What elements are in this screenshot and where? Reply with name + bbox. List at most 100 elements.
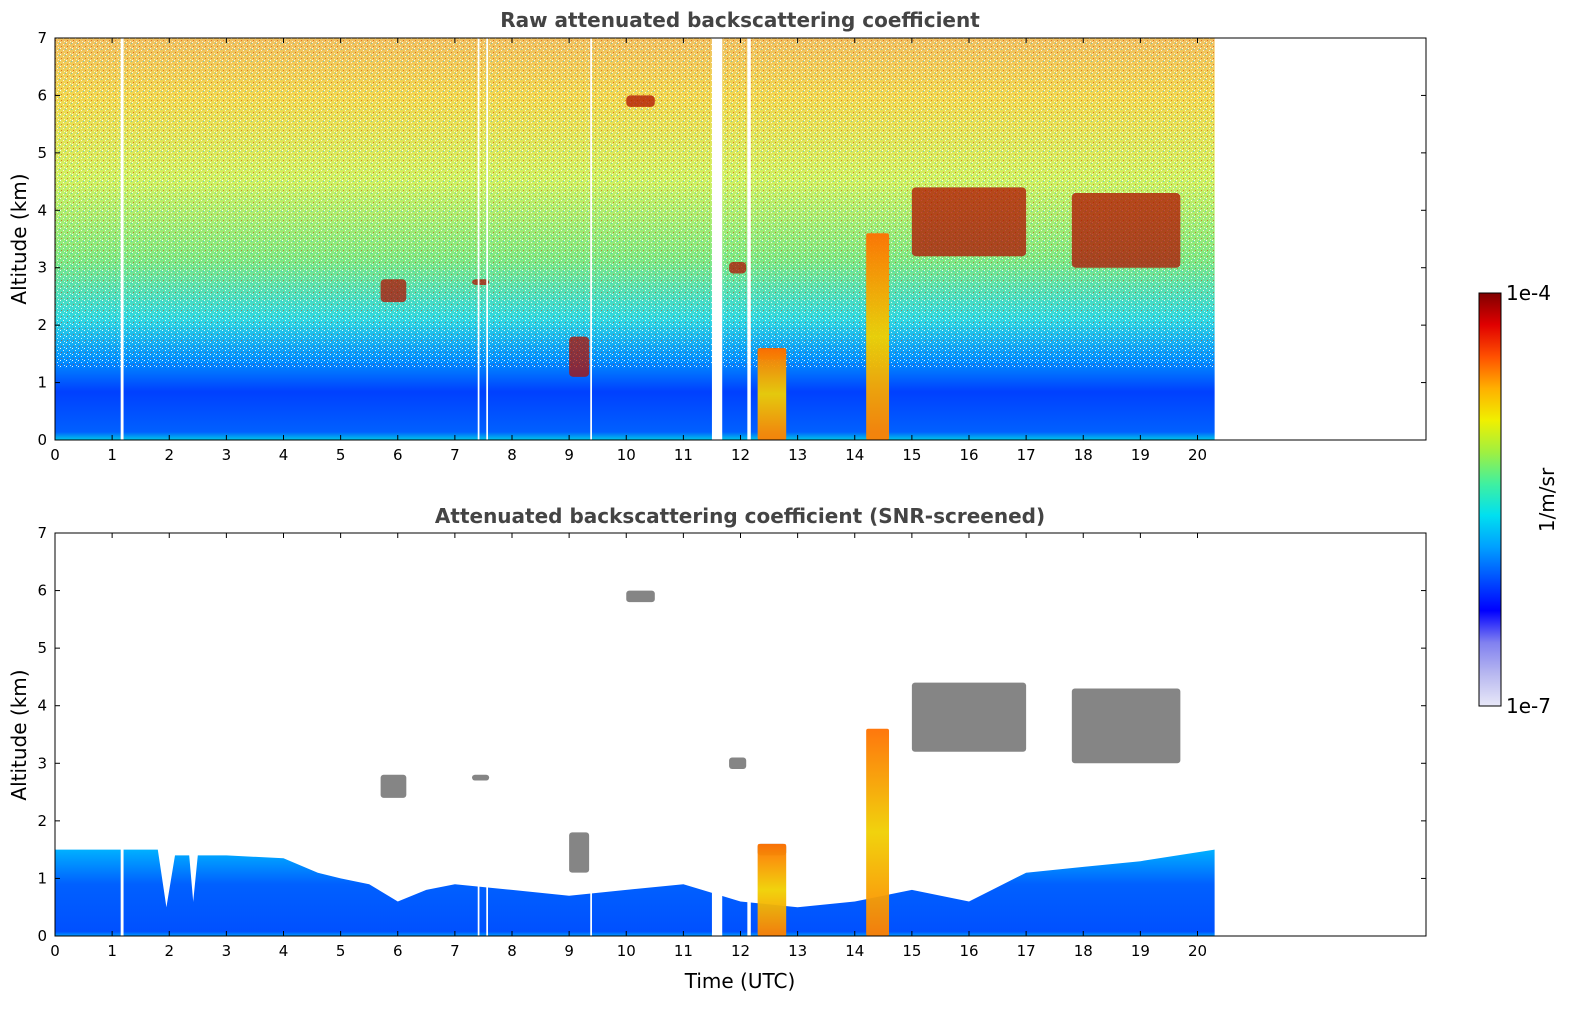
panel-raw-title: Raw attenuated backscattering coefficien… — [500, 8, 980, 32]
panel-raw-x-tick-label: 10 — [617, 446, 636, 464]
panel-raw-plot — [55, 38, 1215, 440]
data-gap — [120, 815, 124, 936]
panel-screened-y-label: Altitude (km) — [7, 669, 31, 800]
panel-screened-x-tick-label: 3 — [222, 942, 232, 960]
panel-screened-y-tick-label: 5 — [37, 639, 47, 657]
panel-screened-x-tick-label: 2 — [164, 942, 174, 960]
screened-cloud-feature — [911, 682, 1027, 752]
panel-raw-x-tick-label: 12 — [731, 446, 750, 464]
screened-cloud-feature — [569, 832, 590, 873]
panel-screened-x-tick-label: 12 — [731, 942, 750, 960]
screened-cloud-feature — [380, 774, 407, 798]
panel-screened-y-tick-label: 1 — [37, 869, 47, 887]
data-gap — [711, 815, 723, 936]
data-gap — [711, 38, 723, 440]
panel-raw-x-tick-label: 4 — [279, 446, 289, 464]
panel-screened-x-tick-label: 4 — [279, 942, 289, 960]
data-gap — [477, 38, 480, 440]
screened-cloud-feature — [866, 728, 890, 936]
panel-raw-x-axis: 0 1 2 3 4 5 6 7 8 9 10 11 12 13 14 15 16 17 18 19 20 — [50, 38, 1207, 464]
panel-screened-x-tick-label: 16 — [959, 942, 978, 960]
panel-screened-y-tick-label: 2 — [37, 812, 47, 830]
data-gap — [747, 815, 751, 936]
panel-screened-x-tick-label: 10 — [617, 942, 636, 960]
panel-screened-x-tick-label: 15 — [902, 942, 921, 960]
panel-raw-x-tick-label: 9 — [564, 446, 574, 464]
panel-screened-x-tick-label: 18 — [1074, 942, 1093, 960]
panel-screened-y-tick-label: 0 — [37, 927, 47, 945]
panel-raw-x-tick-label: 13 — [788, 446, 807, 464]
panel-raw-x-tick-label: 18 — [1074, 446, 1093, 464]
panel-raw-x-tick-label: 8 — [507, 446, 517, 464]
colorbar: 1e-4 1e-7 1/m/sr — [1478, 281, 1559, 718]
data-gap — [590, 815, 592, 936]
boundary-layer-signal — [55, 849, 1215, 936]
data-gap — [477, 815, 480, 936]
panel-raw-y-tick-label: 2 — [37, 316, 47, 334]
panel-screened: Attenuated backscattering coefficient (S… — [7, 504, 1427, 993]
data-gap — [747, 38, 751, 440]
screened-cloud-feature — [626, 590, 655, 603]
panel-screened-x-tick-label: 11 — [674, 942, 693, 960]
backscatter-noise — [55, 38, 1215, 368]
cloud-feature — [569, 336, 590, 377]
panel-raw-x-tick-label: 20 — [1188, 446, 1207, 464]
panel-screened-x-tick-label: 13 — [788, 942, 807, 960]
panel-screened-title: Attenuated backscattering coefficient (S… — [435, 504, 1045, 528]
panel-screened-x-label: Time (UTC) — [684, 969, 796, 993]
screened-cloud-feature — [729, 757, 747, 770]
panel-screened-y-tick-label: 3 — [37, 754, 47, 772]
panel-raw: Raw attenuated backscattering coefficien… — [7, 8, 1427, 464]
panel-raw-x-tick-label: 19 — [1131, 446, 1150, 464]
panel-raw-y-label: Altitude (km) — [7, 173, 31, 304]
panel-screened-x-tick-label: 6 — [393, 942, 403, 960]
cloud-feature — [911, 187, 1027, 257]
cloud-feature — [626, 95, 655, 107]
panel-raw-x-tick-label: 3 — [222, 446, 232, 464]
cloud-feature — [472, 279, 490, 285]
panel-screened-plot — [55, 590, 1215, 936]
panel-raw-y-tick-label: 6 — [37, 86, 47, 104]
panel-screened-x-tick-label: 17 — [1017, 942, 1036, 960]
panel-raw-y-tick-label: 7 — [37, 29, 47, 47]
panel-raw-y-tick-label: 5 — [37, 144, 47, 162]
screened-cloud-feature — [1071, 688, 1181, 764]
panel-raw-x-tick-label: 17 — [1017, 446, 1036, 464]
panel-screened-x-tick-label: 20 — [1188, 942, 1207, 960]
panel-raw-x-tick-label: 5 — [336, 446, 346, 464]
panel-raw-y-tick-label: 0 — [37, 431, 47, 449]
panel-screened-x-tick-label: 7 — [450, 942, 460, 960]
panel-screened-x-tick-label: 8 — [507, 942, 517, 960]
panel-raw-x-tick-label: 7 — [450, 446, 460, 464]
colorbar-min-label: 1e-7 — [1506, 694, 1551, 718]
panel-raw-y-tick-label: 4 — [37, 201, 47, 219]
panel-screened-x-axis: 0 1 2 3 4 5 6 7 8 9 10 11 12 13 14 15 16 17 18 19 20 — [50, 533, 1207, 960]
panel-screened-y-tick-label: 4 — [37, 697, 47, 715]
panel-screened-y-tick-label: 6 — [37, 582, 47, 600]
cloud-feature — [729, 261, 747, 274]
panel-screened-x-tick-label: 5 — [336, 942, 346, 960]
panel-raw-x-tick-label: 0 — [50, 446, 60, 464]
panel-raw-x-tick-label: 15 — [902, 446, 921, 464]
panel-raw-x-tick-label: 11 — [674, 446, 693, 464]
data-gap — [486, 815, 489, 936]
colorbar-unit-label: 1/m/sr — [1535, 467, 1559, 532]
panel-raw-y-tick-label: 1 — [37, 374, 47, 392]
panel-raw-x-tick-label: 16 — [959, 446, 978, 464]
colorbar-scale — [1478, 292, 1502, 707]
panel-raw-x-tick-label: 1 — [107, 446, 117, 464]
colorbar-max-label: 1e-4 — [1506, 281, 1551, 305]
cloud-feature — [757, 348, 787, 440]
panel-raw-y-tick-label: 3 — [37, 259, 47, 277]
panel-screened-x-tick-label: 14 — [845, 942, 864, 960]
data-gap — [120, 38, 124, 440]
data-gap — [590, 38, 592, 440]
screened-cloud-feature — [757, 843, 787, 936]
panel-raw-x-tick-label: 2 — [164, 446, 174, 464]
panel-screened-y-tick-label: 7 — [37, 524, 47, 542]
panel-screened-x-tick-label: 1 — [107, 942, 117, 960]
cloud-feature — [380, 279, 407, 303]
cloud-feature — [866, 233, 890, 440]
